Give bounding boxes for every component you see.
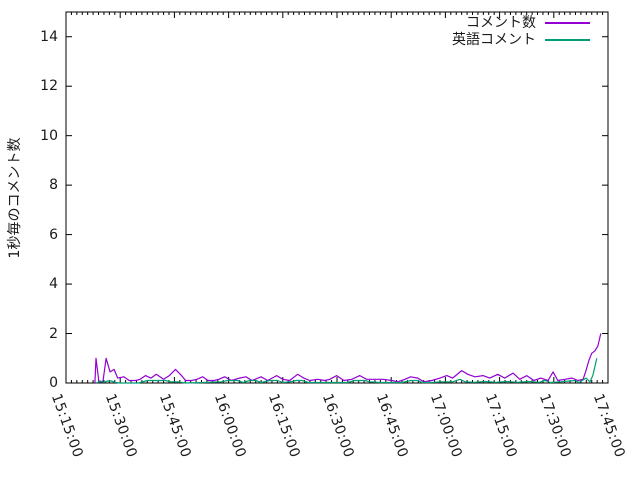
legend-entry: 英語コメント xyxy=(452,32,590,48)
legend-line-swatch xyxy=(545,39,590,41)
legend-entry: コメント数 xyxy=(452,15,590,31)
series-line-1 xyxy=(96,358,598,384)
legend-line-swatch xyxy=(545,22,590,24)
legend-label: コメント数 xyxy=(466,15,536,31)
y-tick-label: 8 xyxy=(49,177,58,194)
legend: コメント数 英語コメント xyxy=(452,15,590,48)
y-tick-label: 4 xyxy=(49,276,58,293)
plot-border xyxy=(65,11,609,384)
y-tick-label: 6 xyxy=(49,226,58,243)
y-tick-label: 10 xyxy=(40,127,58,144)
y-tick-label: 12 xyxy=(40,78,58,95)
y-tick-label: 2 xyxy=(49,325,58,342)
series-line-0 xyxy=(94,333,602,384)
legend-label: 英語コメント xyxy=(452,32,536,48)
y-tick-label: 0 xyxy=(49,375,58,391)
y-tick-label: 14 xyxy=(40,28,58,45)
